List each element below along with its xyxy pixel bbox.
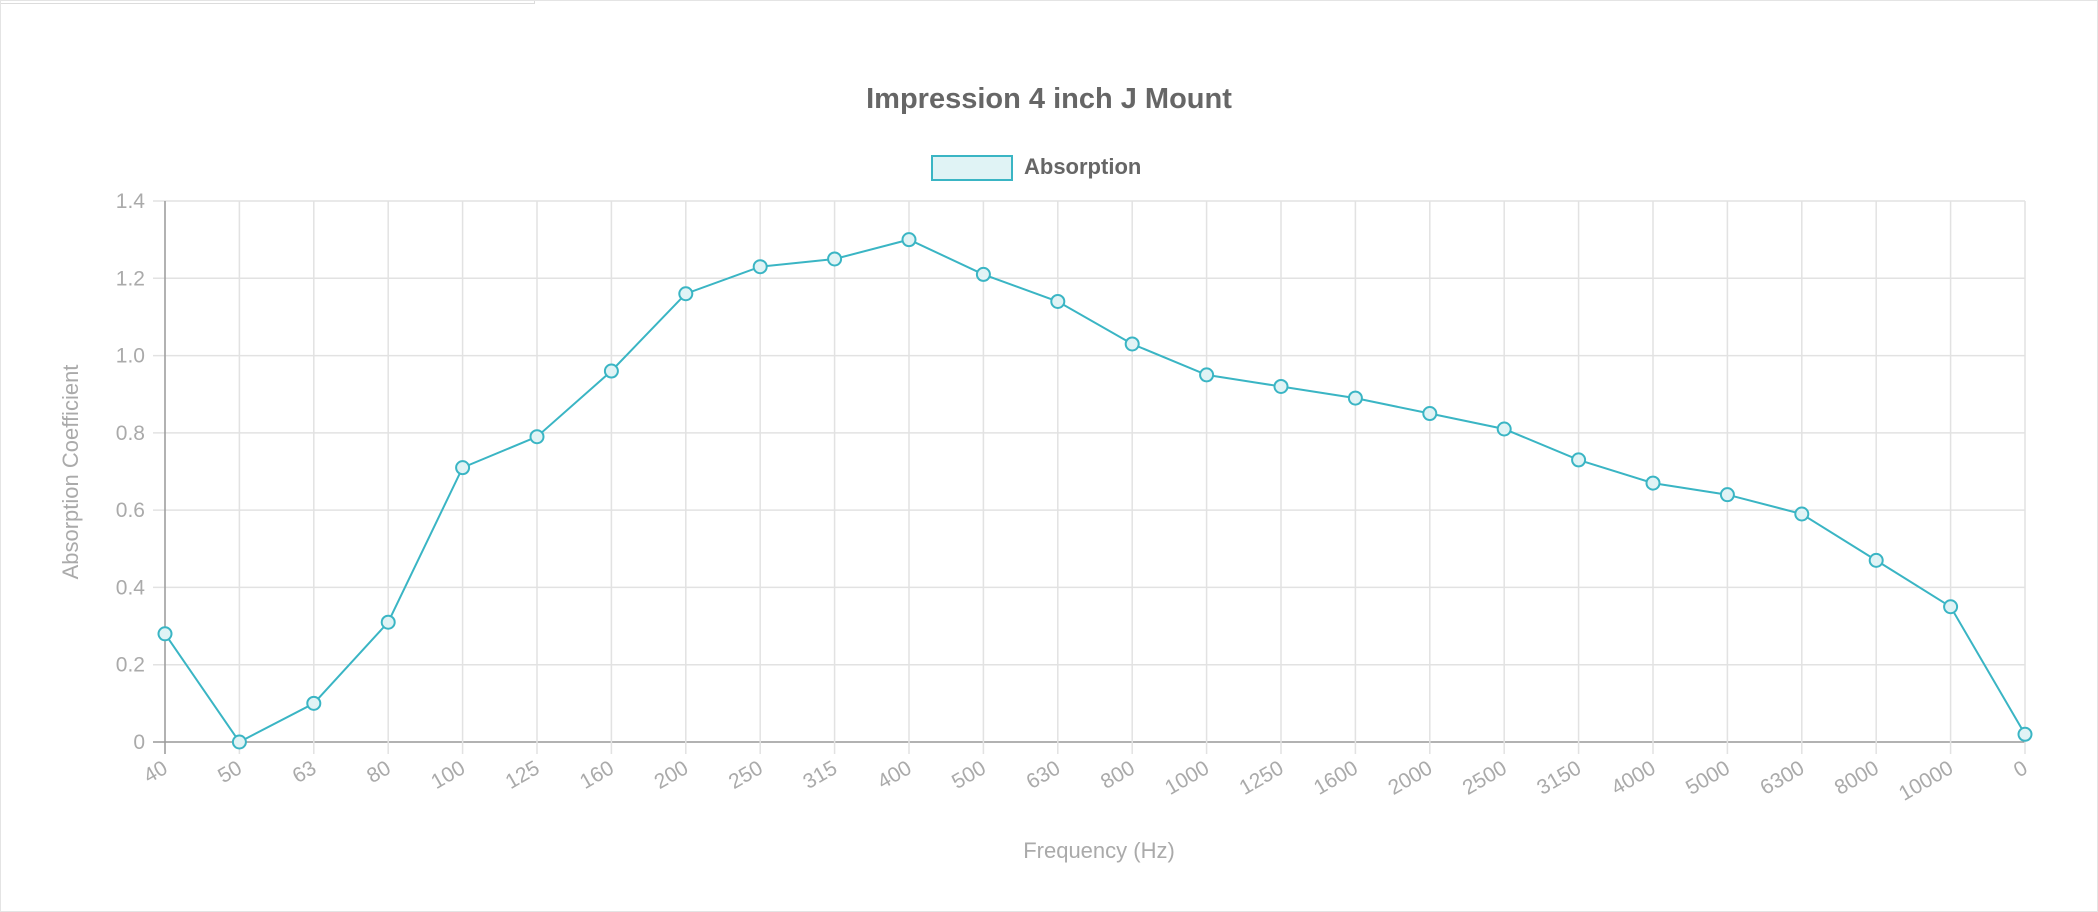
x-axis-title: Frequency (Hz) — [1023, 838, 1175, 863]
x-tick-label: 1250 — [1236, 756, 1288, 799]
data-point[interactable] — [1868, 552, 1884, 568]
data-point[interactable] — [1422, 406, 1438, 422]
x-tick-label: 0 — [2010, 756, 2032, 782]
data-point[interactable] — [2017, 726, 2033, 742]
y-axis-title: Absorption Coefficient — [58, 365, 83, 580]
series-line-absorption — [164, 238, 2026, 744]
panel-tab-edge — [1, 1, 535, 4]
x-tick-label: 3150 — [1533, 756, 1585, 799]
data-point[interactable] — [827, 251, 843, 267]
y-tick-label: 0.4 — [116, 576, 146, 599]
data-point[interactable] — [1719, 487, 1735, 503]
x-tick-label: 80 — [363, 756, 395, 788]
x-tick-label: 125 — [502, 756, 544, 793]
data-point[interactable] — [1571, 452, 1587, 468]
legend-label[interactable]: Absorption — [1024, 154, 1141, 179]
x-tick-label: 2000 — [1384, 756, 1436, 799]
x-tick-label: 8000 — [1831, 756, 1883, 799]
chart-title: Impression 4 inch J Mount — [866, 83, 1232, 115]
data-point[interactable] — [529, 429, 545, 445]
data-point[interactable] — [1496, 421, 1512, 437]
x-tick-label: 160 — [576, 756, 618, 793]
x-tick-label: 250 — [725, 756, 767, 793]
data-point[interactable] — [380, 614, 396, 630]
x-tick-label: 800 — [1097, 756, 1139, 793]
data-point[interactable] — [1273, 378, 1289, 394]
x-tick-label: 200 — [650, 756, 692, 793]
x-tick-label: 100 — [427, 756, 469, 793]
y-tick-label: 1.0 — [116, 345, 145, 368]
axes: 0 0.2 0.4 0.6 0.8 1.0 1.2 1.4 40 50 63 80 100 125 160 2… — [116, 190, 2032, 806]
legend-swatch[interactable] — [931, 155, 1013, 181]
data-point[interactable] — [1645, 475, 1661, 491]
data-point[interactable] — [901, 232, 917, 248]
data-point[interactable] — [455, 460, 471, 476]
x-tick-label: 50 — [214, 756, 246, 788]
data-point[interactable] — [678, 286, 694, 302]
x-tick-label: 2500 — [1459, 756, 1511, 799]
data-point[interactable] — [231, 734, 247, 750]
y-tick-label: 0.2 — [116, 654, 145, 677]
data-point[interactable] — [1124, 336, 1140, 352]
y-tick-label: 1.4 — [116, 190, 146, 213]
data-point[interactable] — [603, 363, 619, 379]
y-tick-label: 0.6 — [116, 499, 145, 522]
data-point[interactable] — [752, 259, 768, 275]
x-tick-label: 4000 — [1608, 756, 1660, 799]
data-point[interactable] — [1347, 390, 1363, 406]
y-tick-label: 0 — [133, 731, 145, 754]
x-tick-label: 500 — [948, 756, 990, 793]
x-tick-label: 6300 — [1756, 756, 1808, 799]
y-tick-label: 0.8 — [116, 422, 145, 445]
x-tick-label: 1000 — [1161, 756, 1213, 799]
x-tick-label: 630 — [1022, 756, 1064, 793]
data-point[interactable] — [1199, 367, 1215, 383]
x-tick-label: 10000 — [1895, 756, 1957, 805]
legend[interactable]: Absorption — [931, 154, 1141, 181]
x-tick-label: 63 — [289, 756, 321, 788]
x-tick-label: 5000 — [1682, 756, 1734, 799]
data-point[interactable] — [1050, 293, 1066, 309]
x-tick-label: 315 — [799, 756, 841, 793]
data-point[interactable] — [1943, 599, 1959, 615]
x-tick-label: 40 — [140, 756, 172, 788]
grid-lines — [153, 200, 2026, 754]
data-point[interactable] — [306, 695, 322, 711]
data-point[interactable] — [975, 266, 991, 282]
y-tick-label: 1.2 — [116, 267, 145, 290]
series-layer — [157, 232, 2033, 750]
data-point[interactable] — [1794, 506, 1810, 522]
data-point[interactable] — [157, 626, 173, 642]
x-tick-label: 1600 — [1310, 756, 1362, 799]
x-tick-label: 400 — [874, 756, 916, 793]
